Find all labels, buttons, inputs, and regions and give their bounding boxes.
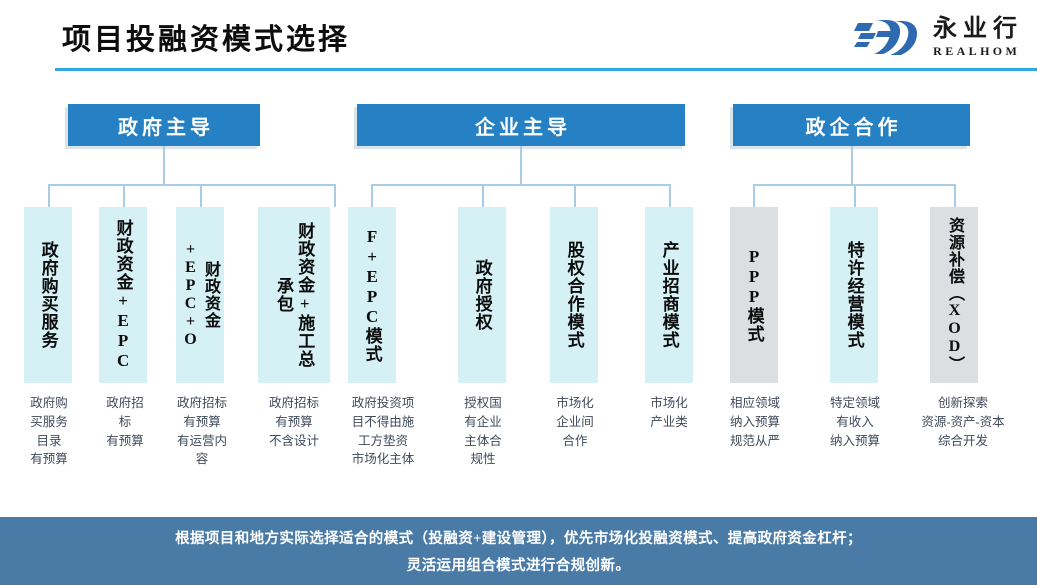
card-government-authorization[interactable]: 政府授权 [458, 207, 506, 383]
footer-line-2: 灵活运用组合模式进行合规创新。 [406, 558, 631, 574]
caption-fiscal-epc: 政府招 标 有预算 [106, 396, 144, 448]
logo-wordmark: 永业行 REALHOM [927, 17, 1023, 57]
card-government-purchase-service[interactable]: 政府购买服务 [24, 207, 72, 383]
card-label: 财政资金+EPC+O [182, 241, 219, 349]
logo-english-name: REALHOM [933, 44, 1021, 58]
footer-banner: 根据项目和地方实际选择适合的模式（投融资+建设管理），优先市场化投融资模式、提高… [0, 517, 1037, 585]
footer-line-1: 根据项目和地方实际选择适合的模式（投融资+建设管理），优先市场化投融资模式、提高… [175, 531, 862, 547]
group-header-label: 政府主导 [118, 116, 214, 139]
card-fiscal-epc[interactable]: 财政资金+EPC [99, 207, 147, 383]
connector-leg-1-3 [200, 184, 202, 207]
card-fiscal-construction-contract[interactable]: 财政资金+施工总承包 [258, 207, 330, 383]
card-label: 政府购买服务 [38, 241, 58, 349]
connector-drop-group-1 [163, 146, 165, 185]
card-label: PPP模式 [744, 247, 764, 343]
connector-drop-group-3 [851, 146, 853, 185]
connector-drop-group-2 [520, 146, 522, 185]
group-header-gov-enterprise-cooperation[interactable]: 政企合作 [733, 104, 970, 146]
caption-government-authorization: 授权国 有企业 主体合 规性 [464, 396, 502, 467]
group-header-label: 政企合作 [805, 116, 902, 139]
group-header-label: 企业主导 [475, 116, 571, 139]
group-header-government-led[interactable]: 政府主导 [68, 104, 260, 146]
caption-equity-cooperation-mode: 市场化 企业间 合作 [556, 396, 594, 448]
connector-leg-2-4 [669, 184, 671, 207]
title-underline [55, 68, 1037, 71]
logo-chinese-name: 永业行 [933, 16, 1023, 42]
connector-leg-1-2 [123, 184, 125, 207]
card-label: 股权合作模式 [564, 241, 584, 349]
card-franchise-operation-mode[interactable]: 特许经营模式 [830, 207, 878, 383]
caption-government-purchase-service: 政府购 买服务 目录 有预算 [30, 396, 68, 467]
connector-leg-2-1 [371, 184, 373, 207]
group-header-enterprise-led[interactable]: 企业主导 [357, 104, 685, 146]
connector-leg-3-2 [854, 184, 856, 207]
connector-leg-1-4 [334, 184, 336, 207]
card-label: 财政资金+EPC [113, 219, 133, 371]
brand-logo: 永业行 REALHOM [852, 10, 1023, 64]
card-equity-cooperation-mode[interactable]: 股权合作模式 [550, 207, 598, 383]
connector-leg-3-3 [954, 184, 956, 207]
card-label: F+EPC模式 [362, 227, 382, 363]
connector-leg-2-2 [482, 184, 484, 207]
yh-monogram-icon [854, 20, 917, 55]
card-ppp-mode[interactable]: PPP模式 [730, 207, 778, 383]
caption-franchise-operation-mode: 特定领域 有收入 纳入预算 [829, 396, 880, 448]
caption-ppp-mode: 相应领域 纳入预算 规范从严 [729, 396, 780, 448]
connector-bus-group-1 [48, 184, 336, 186]
card-industry-investment-mode[interactable]: 产业招商模式 [645, 207, 693, 383]
connector-leg-2-3 [574, 184, 576, 207]
card-label: 产业招商模式 [659, 241, 679, 349]
connector-leg-1-1 [48, 184, 50, 207]
card-fiscal-epc-o[interactable]: 财政资金+EPC+O [176, 207, 224, 383]
card-label: 资源补偿（XOD） [946, 217, 963, 373]
caption-fiscal-epc-o: 政府招标 有预算 有运营内 容 [176, 396, 227, 467]
page-title: 项目投融资模式选择 [62, 24, 351, 56]
connector-bus-group-2 [371, 184, 671, 186]
caption-fiscal-construction-contract: 政府招标 有预算 不含设计 [268, 396, 319, 448]
connector-leg-3-1 [753, 184, 755, 207]
card-f-epc-mode[interactable]: F+EPC模式 [348, 207, 396, 383]
caption-f-epc-mode: 政府投资项 目不得由施 工方垫资 市场化主体 [351, 396, 415, 467]
card-label: 特许经营模式 [844, 241, 864, 349]
caption-resource-compensation-xod: 创新探索 资源-资产-资本 综合开发 [921, 396, 1005, 448]
card-label: 政府授权 [472, 259, 492, 331]
caption-industry-investment-mode: 市场化 产业类 [650, 396, 688, 429]
card-label: 财政资金+施工总承包 [274, 222, 315, 368]
card-resource-compensation-xod[interactable]: 资源补偿（XOD） [930, 207, 978, 383]
